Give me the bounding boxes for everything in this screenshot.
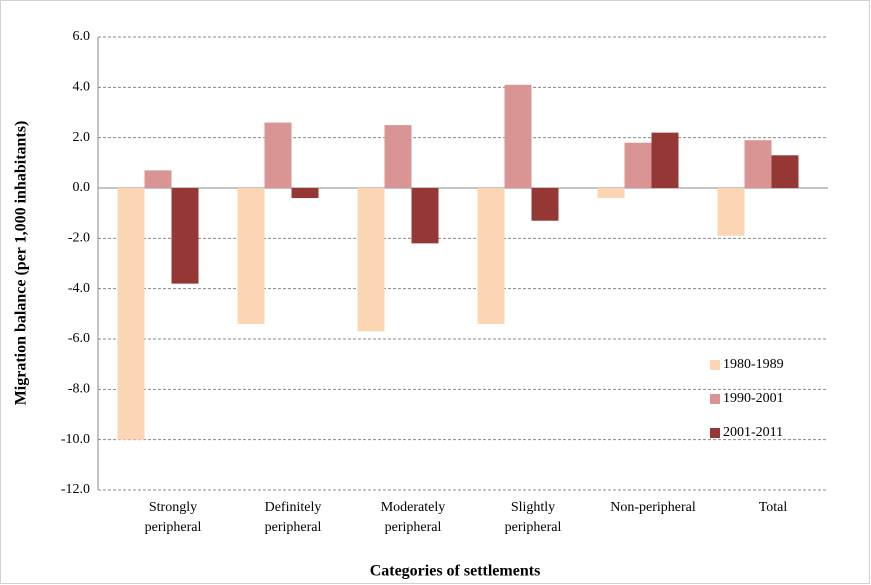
- bar: [291, 188, 319, 199]
- y-tick-label: 0.0: [73, 180, 91, 195]
- x-tick-label: Moderately peripheral: [381, 500, 446, 535]
- bar: [384, 125, 412, 188]
- y-tick-label: 2.0: [73, 130, 91, 145]
- y-tick-label: -10.0: [61, 432, 90, 447]
- y-tick-label: -6.0: [68, 331, 90, 346]
- bar: [651, 132, 679, 188]
- bar: [357, 188, 385, 332]
- y-tick-label: 4.0: [73, 80, 91, 95]
- bar: [171, 188, 199, 284]
- bar: [411, 188, 439, 244]
- bar: [117, 188, 145, 440]
- bar: [624, 142, 652, 188]
- x-tick-label: Definitely peripheral: [265, 500, 322, 535]
- bar: [771, 155, 799, 188]
- y-tick-label: -4.0: [68, 281, 90, 296]
- legend-label: 1990-2001: [723, 391, 784, 406]
- x-axis-title: Categories of settlements: [370, 563, 541, 580]
- legend-label: 1980-1989: [723, 357, 784, 372]
- y-tick-label: 6.0: [73, 29, 91, 44]
- bar: [531, 188, 559, 221]
- bar: [144, 170, 172, 188]
- legend-label: 2001-2011: [723, 425, 783, 440]
- x-tick-label: Strongly peripheral: [145, 500, 202, 535]
- legend-swatch: [710, 428, 720, 438]
- x-tick-label: Total: [759, 500, 788, 515]
- y-tick-label: -8.0: [68, 382, 90, 397]
- bar: [744, 140, 772, 188]
- y-tick-label: -12.0: [61, 482, 90, 497]
- x-tick-label: Non-peripheral: [610, 500, 696, 515]
- legend-swatch: [710, 360, 720, 370]
- bar: [477, 188, 505, 324]
- bar: [597, 188, 625, 199]
- bar: [504, 84, 532, 188]
- bar: [237, 188, 265, 324]
- legend-swatch: [710, 394, 720, 404]
- bar: [717, 188, 745, 236]
- y-axis-title: Migration balance (per 1,000 inhabitants…: [13, 121, 30, 406]
- y-tick-label: -2.0: [68, 231, 90, 246]
- bar: [264, 122, 292, 188]
- x-tick-label: Slightly peripheral: [505, 500, 562, 535]
